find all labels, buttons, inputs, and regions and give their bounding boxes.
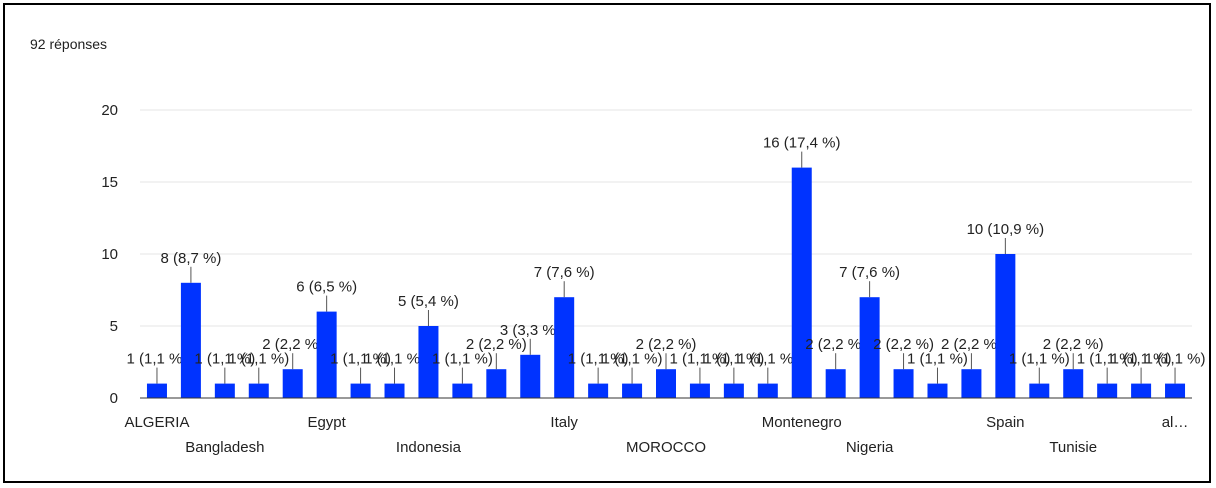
y-tick-label: 20 xyxy=(101,102,118,119)
bar xyxy=(995,254,1016,398)
bar xyxy=(180,282,201,398)
y-tick-label: 10 xyxy=(101,246,118,263)
bar xyxy=(757,383,778,398)
responses-count: 92 réponses xyxy=(30,36,108,52)
bar xyxy=(214,383,235,398)
y-tick-label: 0 xyxy=(110,390,118,407)
x-tick-label: Nigeria xyxy=(846,439,894,456)
data-label: 1 (1,1 %) xyxy=(602,351,663,368)
x-tick-label: MOROCCO xyxy=(626,439,706,456)
data-label: 1 (1,1 %) xyxy=(670,351,731,368)
data-label: 1 (1,1 %) xyxy=(364,351,425,368)
bar xyxy=(893,369,914,398)
x-tick-label: ALGERIA xyxy=(124,414,189,431)
bar xyxy=(486,369,507,398)
data-label: 10 (10,9 %) xyxy=(967,221,1045,238)
bar xyxy=(316,311,337,398)
bar xyxy=(791,167,812,398)
bar xyxy=(689,383,710,398)
x-tick-label: Bangladesh xyxy=(185,439,264,456)
bar xyxy=(1097,383,1118,398)
data-label: 7 (7,6 %) xyxy=(534,264,595,281)
data-label: 1 (1,1 %) xyxy=(228,351,289,368)
bar xyxy=(452,383,473,398)
data-label: 1 (1,1 %) xyxy=(127,351,188,368)
data-label: 1 (1,1 %) xyxy=(1111,351,1172,368)
x-tick-label: Indonesia xyxy=(396,439,462,456)
bar xyxy=(1029,383,1050,398)
data-label: 8 (8,7 %) xyxy=(160,250,221,267)
bar xyxy=(418,326,439,398)
data-label: 1 (1,1 %) xyxy=(703,351,764,368)
data-label: 2 (2,2 %) xyxy=(262,336,323,353)
data-label: 2 (2,2 %) xyxy=(941,336,1002,353)
data-label: 1 (1,1 %) xyxy=(907,351,968,368)
bar xyxy=(588,383,609,398)
bar xyxy=(927,383,948,398)
data-label: 1 (1,1 %) xyxy=(432,351,493,368)
bar xyxy=(282,369,303,398)
data-label: 1 (1,1 %) xyxy=(330,351,391,368)
x-tick-label: Egypt xyxy=(307,414,346,431)
bar xyxy=(350,383,371,398)
data-label: 1 (1,1 %) xyxy=(568,351,629,368)
data-label: 7 (7,6 %) xyxy=(839,264,900,281)
data-label: 1 (1,1 %) xyxy=(194,351,255,368)
bar xyxy=(146,383,167,398)
data-label: 6 (6,5 %) xyxy=(296,279,357,296)
x-tick-label: Tunisie xyxy=(1049,439,1097,456)
x-tick-label: Spain xyxy=(986,414,1024,431)
bar xyxy=(859,297,880,398)
data-label: 1 (1,1 %) xyxy=(1009,351,1070,368)
bar xyxy=(961,369,982,398)
data-label: 2 (2,2 %) xyxy=(873,336,934,353)
data-label: 16 (17,4 %) xyxy=(763,135,841,152)
x-tick-label: Italy xyxy=(550,414,578,431)
data-label: 2 (2,2 %) xyxy=(1043,336,1104,353)
data-label: 5 (5,4 %) xyxy=(398,293,459,310)
bar xyxy=(656,369,676,398)
data-label: 2 (2,2 %) xyxy=(636,336,697,353)
data-label: 1 (1,1 %) xyxy=(1145,351,1206,368)
data-label: 3 (3,3 %) xyxy=(500,322,561,339)
bar xyxy=(520,354,541,398)
chart-card xyxy=(3,3,1211,483)
bar xyxy=(723,383,744,398)
x-tick-label: al… xyxy=(1162,414,1189,431)
bar xyxy=(1131,383,1152,398)
bar xyxy=(554,297,575,398)
data-label: 1 (1,1 %) xyxy=(737,351,798,368)
y-tick-label: 5 xyxy=(110,318,118,335)
bar xyxy=(1063,369,1084,398)
bar xyxy=(384,383,405,398)
data-label: 2 (2,2 %) xyxy=(805,336,866,353)
data-label: 1 (1,1 %) xyxy=(1077,351,1138,368)
bar xyxy=(248,383,269,398)
y-tick-label: 15 xyxy=(101,174,118,191)
data-label: 2 (2,2 %) xyxy=(466,336,527,353)
bar xyxy=(825,369,846,398)
bar xyxy=(622,383,643,398)
bar xyxy=(1165,383,1186,398)
x-tick-label: Montenegro xyxy=(762,414,842,431)
